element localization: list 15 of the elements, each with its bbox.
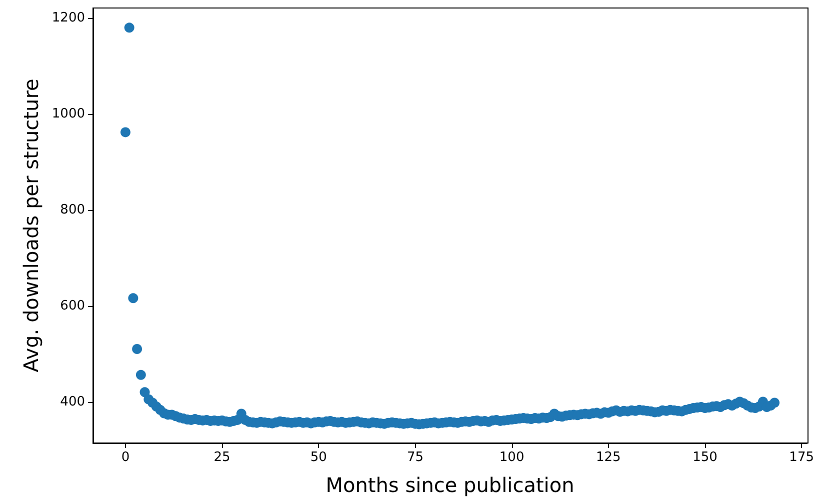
x-tick-label: 125 — [596, 450, 621, 465]
x-tick-label: 25 — [214, 450, 230, 465]
y-tick-label: 400 — [60, 394, 85, 410]
x-tick-label: 0 — [121, 450, 130, 465]
y-tick-label: 1200 — [52, 10, 85, 26]
x-tick-label: 175 — [789, 450, 814, 465]
y-tick-label: 1000 — [52, 106, 85, 122]
y-tick-label: 600 — [60, 298, 85, 314]
x-tick-label: 50 — [310, 450, 327, 465]
x-tick-label: 150 — [692, 450, 718, 465]
x-tick-label: 75 — [406, 450, 424, 465]
y-axis-title: Avg. downloads per structure — [19, 78, 43, 372]
x-axis-title: Months since publication — [326, 473, 574, 497]
y-tick-label: 800 — [60, 202, 85, 218]
x-tick-label: 100 — [499, 450, 524, 465]
